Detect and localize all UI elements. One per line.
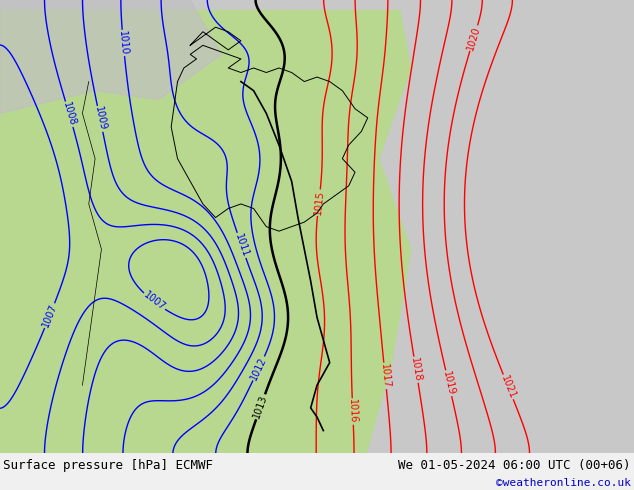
Polygon shape xyxy=(368,0,634,453)
Text: 1013: 1013 xyxy=(252,393,269,420)
Text: 1008: 1008 xyxy=(61,101,77,127)
Text: 1007: 1007 xyxy=(41,302,59,329)
Text: 1017: 1017 xyxy=(379,363,391,389)
Text: 1015: 1015 xyxy=(313,190,325,216)
Text: ©weatheronline.co.uk: ©weatheronline.co.uk xyxy=(496,478,631,489)
Text: 1012: 1012 xyxy=(249,355,269,382)
Text: We 01-05-2024 06:00 UTC (00+06): We 01-05-2024 06:00 UTC (00+06) xyxy=(398,459,631,471)
Text: 1021: 1021 xyxy=(499,374,517,400)
Text: 1007: 1007 xyxy=(141,290,167,313)
Text: 1011: 1011 xyxy=(233,232,250,259)
Text: 1020: 1020 xyxy=(465,25,482,51)
Text: 1009: 1009 xyxy=(93,106,108,132)
Text: Surface pressure [hPa] ECMWF: Surface pressure [hPa] ECMWF xyxy=(3,459,213,471)
Text: 1016: 1016 xyxy=(347,399,358,424)
Text: 1018: 1018 xyxy=(409,357,423,383)
Text: 1019: 1019 xyxy=(441,370,456,396)
Polygon shape xyxy=(0,0,412,453)
Polygon shape xyxy=(0,0,222,113)
Polygon shape xyxy=(0,0,634,453)
Polygon shape xyxy=(51,9,431,431)
Polygon shape xyxy=(0,9,114,431)
Text: 1010: 1010 xyxy=(117,30,129,56)
